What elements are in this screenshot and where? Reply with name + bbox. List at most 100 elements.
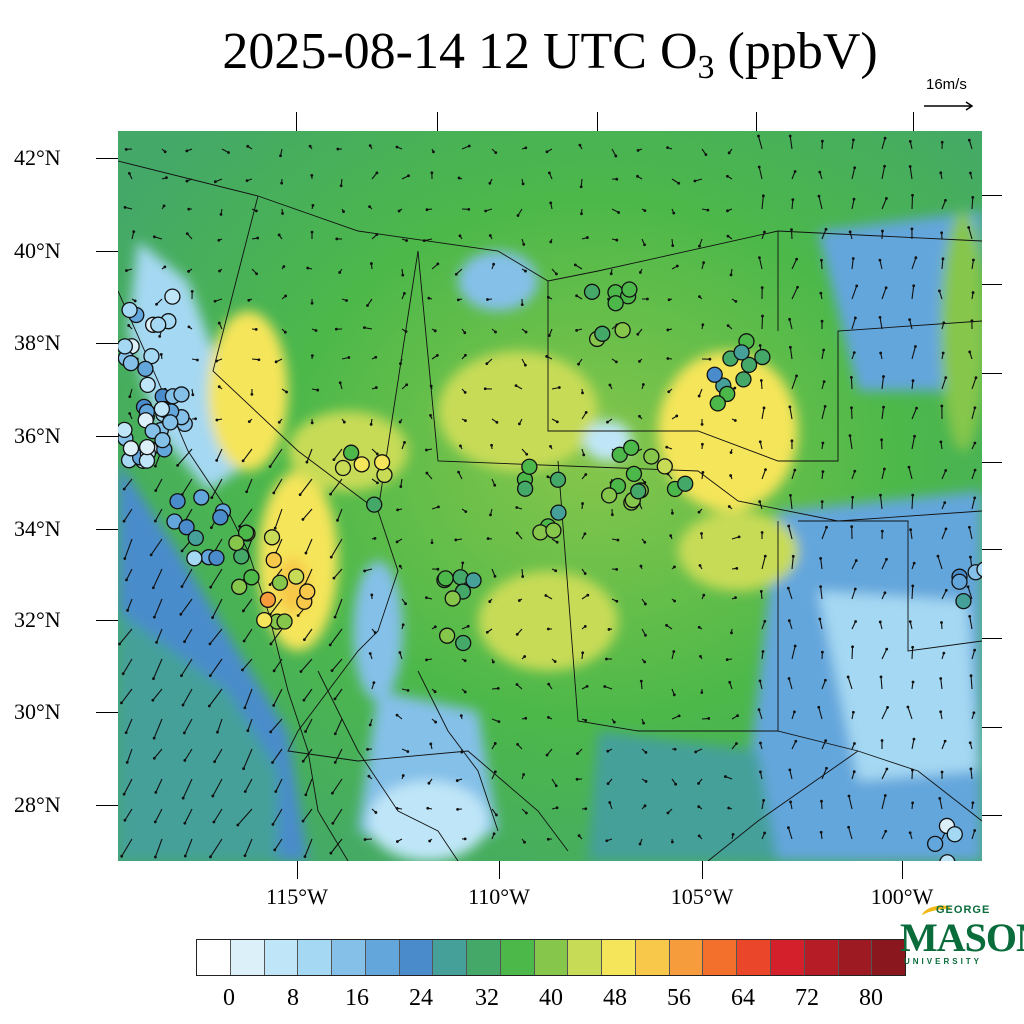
monitor-site-marker[interactable] (243, 569, 260, 586)
monitor-site-marker[interactable] (976, 561, 982, 578)
monitor-site-marker[interactable] (212, 509, 229, 526)
monitor-site-marker[interactable] (735, 371, 752, 388)
wind-arrow-head (127, 171, 131, 175)
wind-arrow (969, 616, 973, 630)
monitor-site-marker[interactable] (583, 283, 601, 300)
monitor-site-marker[interactable] (438, 627, 456, 644)
wind-arrow-head (666, 811, 670, 815)
wind-arrow (881, 648, 888, 660)
monitor-site-marker[interactable] (169, 493, 186, 510)
wind-arrow-head (968, 350, 972, 354)
monitor-site-marker[interactable] (121, 301, 138, 319)
monitor-site-marker[interactable] (946, 826, 963, 843)
monitor-site-marker[interactable] (521, 458, 538, 475)
wind-arrow-head (123, 557, 127, 560)
monitor-site-marker[interactable] (594, 325, 611, 342)
monitor-site-marker[interactable] (193, 489, 210, 506)
monitor-site-marker[interactable] (139, 376, 156, 394)
monitor-site-marker[interactable] (231, 578, 248, 595)
wind-arrow-head (885, 647, 889, 651)
monitor-site-marker[interactable] (150, 316, 167, 333)
monitor-site-marker[interactable] (342, 444, 360, 461)
monitor-site-marker[interactable] (276, 613, 293, 630)
monitor-site-marker[interactable] (926, 835, 944, 853)
monitor-site-marker[interactable] (233, 548, 250, 565)
wind-arrow-head (737, 535, 741, 539)
wind-arrow-head (759, 379, 763, 382)
monitor-site-marker[interactable] (455, 634, 472, 652)
monitor-site-marker[interactable] (623, 439, 640, 456)
monitor-site-marker[interactable] (709, 395, 726, 412)
wind-arrow-head (216, 730, 219, 734)
monitor-site-marker[interactable] (187, 529, 204, 547)
monitor-site-marker[interactable] (607, 295, 624, 312)
monitor-site-marker[interactable] (366, 496, 383, 513)
monitor-site-marker[interactable] (643, 448, 660, 465)
colorbar (196, 939, 906, 976)
monitor-site-marker[interactable] (153, 400, 171, 418)
monitor-site-marker[interactable] (600, 487, 618, 504)
wind-arrow-head (338, 381, 342, 385)
monitor-site-marker[interactable] (299, 583, 316, 600)
wind-arrow-head (152, 677, 155, 681)
wind-arrow-head (179, 612, 183, 616)
wind-arrow-head (581, 502, 584, 505)
monitor-site-marker[interactable] (614, 321, 631, 339)
wind-arrow-head (817, 194, 821, 198)
monitor-site-marker[interactable] (545, 522, 562, 539)
wind-arrow (243, 748, 253, 769)
monitor-site-marker[interactable] (939, 854, 956, 861)
monitor-site-marker[interactable] (138, 439, 156, 456)
monitor-site-marker[interactable] (625, 465, 643, 483)
monitor-site-marker[interactable] (256, 611, 273, 629)
wind-arrow-head (273, 526, 277, 530)
monitor-site-marker[interactable] (656, 458, 673, 475)
monitor-site-marker[interactable] (186, 550, 203, 567)
monitor-site-marker[interactable] (137, 360, 154, 378)
monitor-site-marker[interactable] (271, 574, 289, 591)
monitor-site-marker[interactable] (437, 570, 454, 587)
wind-arrow-head (852, 197, 856, 201)
monitor-site-marker[interactable] (334, 459, 352, 477)
monitor-site-marker[interactable] (162, 414, 179, 431)
monitor-site-marker[interactable] (173, 386, 190, 403)
monitor-site-marker[interactable] (178, 519, 195, 536)
wind-arrow (821, 406, 826, 420)
ozone-map[interactable] (118, 131, 982, 861)
monitor-site-marker[interactable] (373, 454, 391, 471)
wind-arrow (881, 795, 886, 810)
wind-arrow (879, 317, 883, 330)
monitor-site-marker[interactable] (955, 592, 972, 610)
monitor-site-marker[interactable] (951, 573, 968, 590)
monitor-site-marker[interactable] (630, 483, 647, 500)
monitor-site-marker[interactable] (263, 529, 281, 546)
monitor-site-marker[interactable] (465, 572, 482, 589)
monitor-site-marker[interactable] (549, 471, 567, 488)
monitor-site-marker[interactable] (516, 480, 534, 497)
monitor-site-marker[interactable] (122, 440, 140, 457)
monitor-site-marker[interactable] (287, 568, 305, 585)
monitor-site-marker[interactable] (208, 549, 225, 567)
monitor-site-marker[interactable] (259, 591, 277, 608)
monitor-site-marker[interactable] (154, 432, 171, 449)
monitor-site-marker[interactable] (733, 344, 750, 361)
monitor-site-marker[interactable] (237, 524, 255, 541)
monitor-site-marker[interactable] (118, 421, 133, 438)
monitor-site-marker[interactable] (754, 348, 771, 366)
monitor-site-marker[interactable] (706, 366, 723, 383)
monitor-site-marker[interactable] (621, 281, 638, 298)
monitor-site-marker[interactable] (228, 534, 245, 552)
monitor-site-marker[interactable] (550, 504, 567, 521)
monitor-site-marker[interactable] (444, 590, 461, 607)
wind-arrow-head (697, 805, 701, 809)
monitor-site-marker[interactable] (164, 288, 181, 305)
monitor-site-marker[interactable] (122, 354, 140, 372)
monitor-site-marker[interactable] (677, 475, 694, 492)
wind-arrow-head (605, 839, 609, 843)
monitor-site-marker[interactable] (138, 452, 156, 469)
monitor-site-marker[interactable] (118, 338, 134, 355)
wind-arrow-head (152, 756, 156, 760)
monitor-site-marker[interactable] (265, 551, 282, 569)
monitor-site-marker[interactable] (740, 356, 758, 374)
monitor-site-marker[interactable] (353, 456, 370, 473)
